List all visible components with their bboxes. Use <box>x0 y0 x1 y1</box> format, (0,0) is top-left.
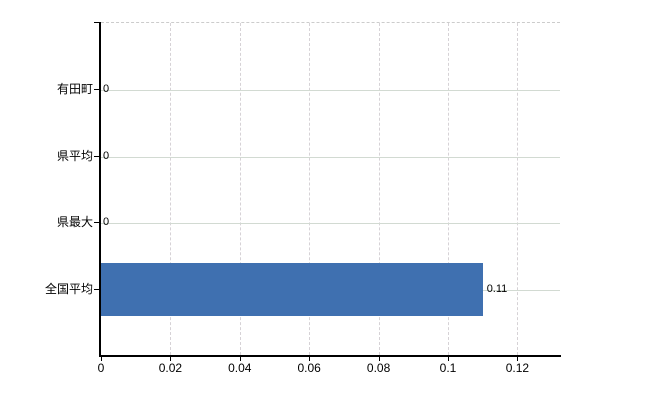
x-axis-tick <box>239 357 241 361</box>
x-tick-label: 0.06 <box>297 361 321 375</box>
x-tick-label: 0.02 <box>158 361 183 375</box>
x-tick-label: 0.12 <box>505 361 530 375</box>
vertical-gridline <box>378 23 380 355</box>
horizontal-gridline <box>101 90 560 91</box>
value-label: 0 <box>103 83 110 95</box>
horizontal-gridline <box>101 156 560 158</box>
value-label: 0.11 <box>486 282 508 295</box>
x-axis-tick <box>378 357 380 361</box>
bar-3 <box>101 263 483 316</box>
value-label: 0 <box>103 216 110 228</box>
y-axis-tick <box>94 155 101 157</box>
x-tick-label: 0.08 <box>366 361 391 375</box>
x-axis-tick <box>309 357 311 361</box>
x-axis-tick <box>101 357 102 361</box>
x-tick-label: 0 <box>97 361 105 375</box>
vertical-gridline <box>517 23 519 355</box>
x-axis-tick <box>448 357 449 361</box>
x-tick-label: 0.1 <box>439 361 457 375</box>
vertical-gridline <box>239 23 241 355</box>
plot-area <box>101 22 560 355</box>
x-axis-tick <box>517 357 519 361</box>
y-axis-tick <box>94 288 101 290</box>
x-axis-line <box>99 355 561 357</box>
category-label: 県平均 <box>56 148 93 163</box>
x-tick-label: 0.04 <box>228 361 252 375</box>
vertical-gridline <box>309 23 311 355</box>
y-axis-tick <box>94 22 101 23</box>
category-label: 有田町 <box>56 82 93 96</box>
y-axis-tick <box>94 89 101 90</box>
y-axis-tick <box>94 222 101 223</box>
category-label: 全国平均 <box>44 281 93 296</box>
value-label: 0 <box>103 149 110 162</box>
vertical-gridline <box>448 23 449 355</box>
x-axis-tick <box>170 357 172 361</box>
y-axis-line <box>99 22 101 357</box>
vertical-gridline <box>170 23 172 355</box>
category-label: 県最大 <box>56 215 93 229</box>
horizontal-gridline <box>101 223 560 224</box>
